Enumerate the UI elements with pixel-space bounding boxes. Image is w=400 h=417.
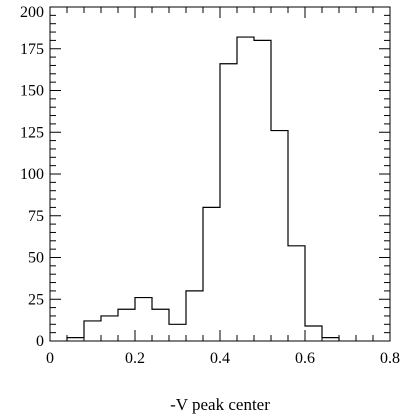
x-axis-title: -V peak center bbox=[170, 395, 270, 414]
y-tick-label: 50 bbox=[28, 250, 44, 267]
y-axis-ticks: 0 25 50 75 100 125 150 175 200 bbox=[20, 4, 390, 350]
histogram-bin bbox=[203, 207, 220, 341]
histogram-bin bbox=[101, 316, 118, 341]
histogram-bin bbox=[118, 309, 135, 341]
histogram-bin bbox=[305, 326, 322, 341]
histogram-bin bbox=[271, 131, 288, 341]
histogram-bin bbox=[186, 291, 203, 341]
x-axis-ticks: 0 0.2 0.4 0.6 0.8 bbox=[46, 7, 400, 367]
histogram-outline bbox=[66, 36, 340, 341]
y-tick-label: 100 bbox=[20, 166, 44, 183]
histogram-bin bbox=[254, 40, 271, 341]
y-tick-label: 75 bbox=[28, 208, 44, 225]
histogram-bin bbox=[152, 309, 169, 341]
histogram-bin bbox=[220, 64, 237, 341]
x-tick-label: 0.8 bbox=[380, 350, 400, 367]
y-tick-label: 175 bbox=[20, 41, 44, 58]
x-tick-label: 0.2 bbox=[125, 350, 145, 367]
x-tick-label: 0.4 bbox=[210, 350, 230, 367]
histogram-bin bbox=[288, 246, 305, 341]
histogram-bin bbox=[169, 324, 186, 341]
x-tick-label: 0.6 bbox=[295, 350, 315, 367]
histogram-bin bbox=[237, 37, 254, 341]
histogram-series bbox=[66, 36, 340, 341]
y-tick-label: 125 bbox=[20, 124, 44, 141]
y-tick-label: 150 bbox=[20, 83, 44, 100]
y-tick-label: 0 bbox=[36, 333, 44, 350]
histogram-bin bbox=[84, 321, 101, 341]
y-tick-label: 200 bbox=[20, 4, 44, 21]
x-tick-label: 0 bbox=[46, 350, 54, 367]
y-tick-label: 25 bbox=[28, 291, 44, 308]
histogram-bin bbox=[135, 298, 152, 341]
